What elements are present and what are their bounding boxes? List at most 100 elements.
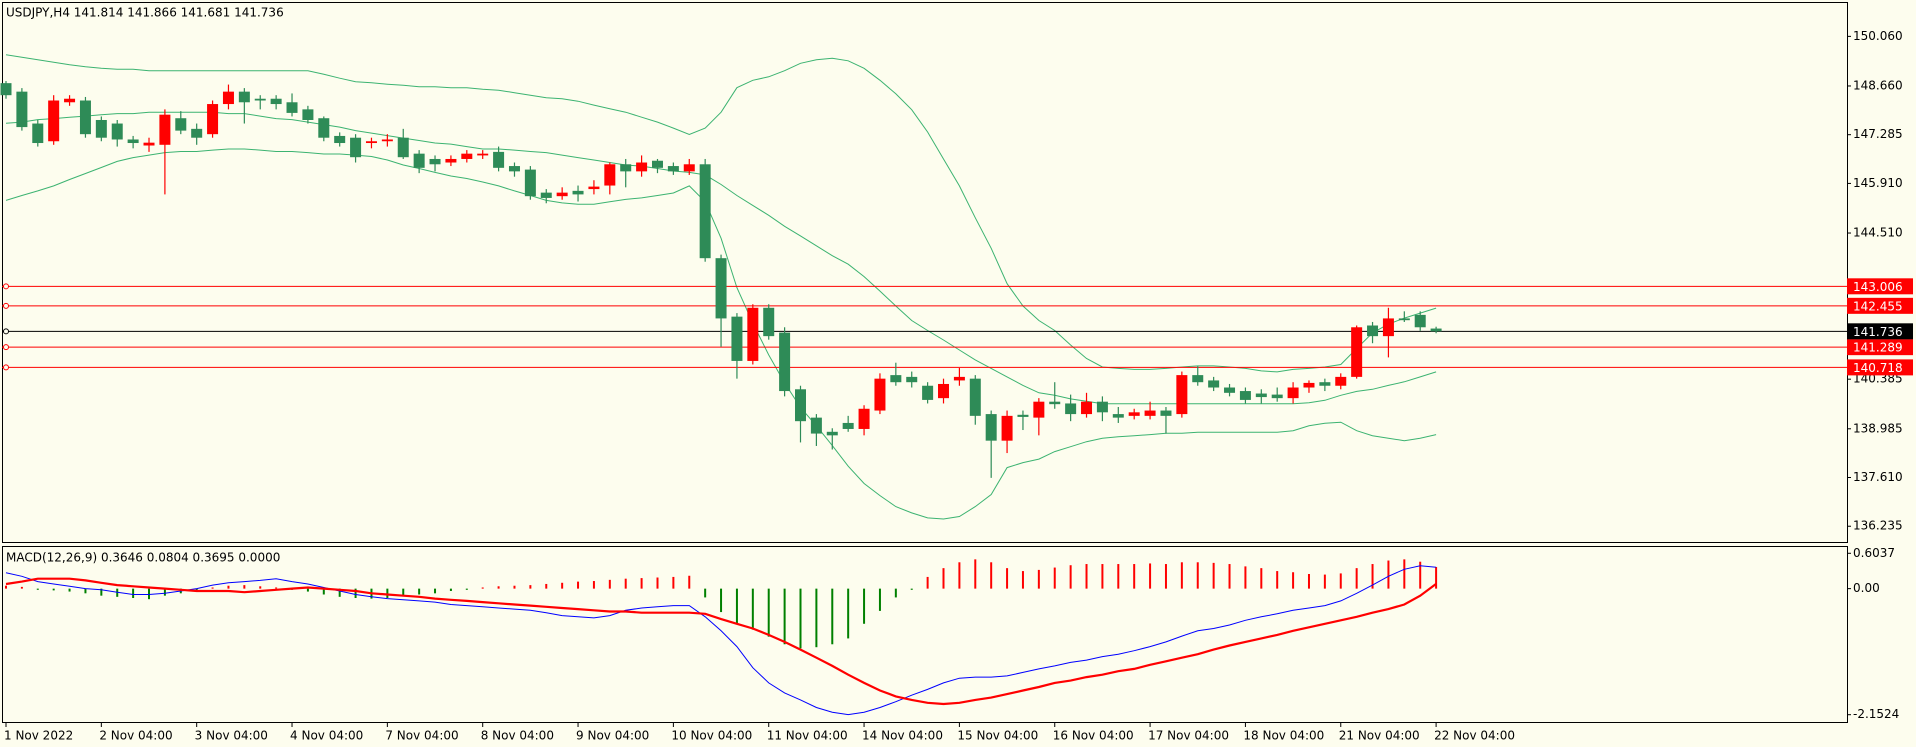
candle-body: [588, 186, 600, 190]
candle-body: [254, 98, 266, 101]
x-tick-label: 1 Nov 2022: [4, 729, 73, 743]
candle-body: [874, 378, 886, 411]
candle-body: [842, 422, 854, 429]
candle-body: [1001, 415, 1013, 441]
y-tick-label: 150.060: [1853, 29, 1903, 43]
candle-body: [985, 414, 997, 441]
candle-body: [810, 417, 822, 434]
candle-body: [890, 375, 902, 383]
candle-body: [1112, 414, 1124, 418]
level-label: 141.289: [1853, 341, 1903, 355]
level-label-box: [1847, 278, 1913, 295]
level-label: 141.736: [1853, 325, 1903, 339]
candle-body: [906, 376, 918, 383]
candle-body: [286, 102, 298, 113]
candle-body: [826, 431, 838, 436]
candle-body: [477, 153, 489, 156]
x-tick-label: 11 Nov 04:00: [767, 729, 848, 743]
x-tick-label: 9 Nov 04:00: [576, 729, 649, 743]
candle-body: [16, 91, 28, 128]
candle-body: [127, 139, 139, 144]
level-label-box: [1847, 359, 1913, 376]
candle-body: [95, 119, 107, 138]
candle-body: [1065, 403, 1077, 415]
candle-body: [1414, 314, 1426, 328]
level-label: 140.718: [1853, 361, 1903, 375]
candle-body: [334, 135, 346, 144]
x-tick-label: 18 Nov 04:00: [1243, 729, 1324, 743]
candle-body: [604, 164, 616, 186]
candle-body: [413, 153, 425, 168]
candle-body: [795, 389, 806, 422]
level-anchor: [3, 364, 9, 371]
y-tick-label: 145.910: [1853, 176, 1903, 190]
candle-body: [0, 83, 12, 96]
candle-body: [381, 139, 393, 142]
x-tick-label: 10 Nov 04:00: [671, 729, 752, 743]
candle-body: [270, 98, 282, 105]
candle-body: [1081, 401, 1093, 415]
candle-body: [1239, 391, 1251, 400]
candle-body: [1382, 318, 1394, 337]
level-anchor: [3, 302, 9, 309]
x-tick-label: 2 Nov 04:00: [99, 729, 172, 743]
candle-body: [524, 169, 536, 197]
candle-body: [620, 164, 632, 172]
candle-body: [79, 100, 91, 135]
x-tick-label: 8 Nov 04:00: [481, 729, 554, 743]
y-tick-label: 0.00: [1853, 581, 1880, 595]
candle-body: [938, 383, 950, 399]
y-tick-label: 138.985: [1853, 421, 1903, 435]
candle-body: [1144, 410, 1156, 416]
y-tick-label: 144.510: [1853, 226, 1903, 240]
candle-body: [747, 307, 759, 361]
candle-body: [1303, 382, 1315, 388]
x-tick-label: 17 Nov 04:00: [1148, 729, 1229, 743]
candle-body: [48, 100, 60, 142]
macd-line: [5, 577, 1437, 706]
y-tick-label: 137.610: [1853, 470, 1903, 484]
candle-body: [540, 192, 552, 198]
level-label: 143.006: [1853, 280, 1903, 294]
candle-body: [1430, 328, 1442, 332]
candle-body: [143, 142, 155, 146]
candle-body: [763, 307, 775, 337]
candle-body: [350, 137, 362, 158]
candle-body: [238, 91, 250, 103]
candle-body: [1271, 394, 1283, 399]
level-label-box: [1847, 339, 1913, 356]
candle-body: [159, 114, 171, 145]
x-tick-label: 14 Nov 04:00: [862, 729, 943, 743]
candle-body: [636, 162, 648, 172]
x-tick-label: 15 Nov 04:00: [957, 729, 1038, 743]
candle-body: [1017, 414, 1029, 417]
candle-body: [556, 192, 568, 197]
candle-body: [32, 123, 44, 144]
candle-body: [207, 104, 219, 135]
candle-body: [64, 98, 76, 103]
candle-body: [731, 316, 743, 361]
band-upper: [5, 54, 1437, 373]
candle-body: [1033, 401, 1045, 418]
level-label-box: [1847, 323, 1913, 340]
candle-body: [1319, 382, 1331, 386]
candle-body: [779, 332, 791, 392]
candle-body: [1287, 387, 1299, 399]
candle-body: [1049, 401, 1061, 405]
candle-body: [461, 153, 473, 159]
candle-body: [302, 109, 314, 120]
candle-body: [445, 158, 457, 163]
candle-body: [572, 190, 584, 195]
candle-body: [651, 160, 663, 168]
candle-body: [715, 258, 727, 319]
candle-body: [397, 137, 409, 158]
level-label: 142.455: [1853, 299, 1903, 313]
candle-body: [1351, 327, 1363, 377]
y-tick-label: 148.660: [1853, 78, 1903, 92]
candle-body: [1224, 387, 1236, 393]
candle-body: [1128, 412, 1140, 416]
x-tick-label: 21 Nov 04:00: [1339, 729, 1420, 743]
macd-panel-frame: [2, 546, 1848, 723]
level-anchor: [3, 344, 9, 351]
